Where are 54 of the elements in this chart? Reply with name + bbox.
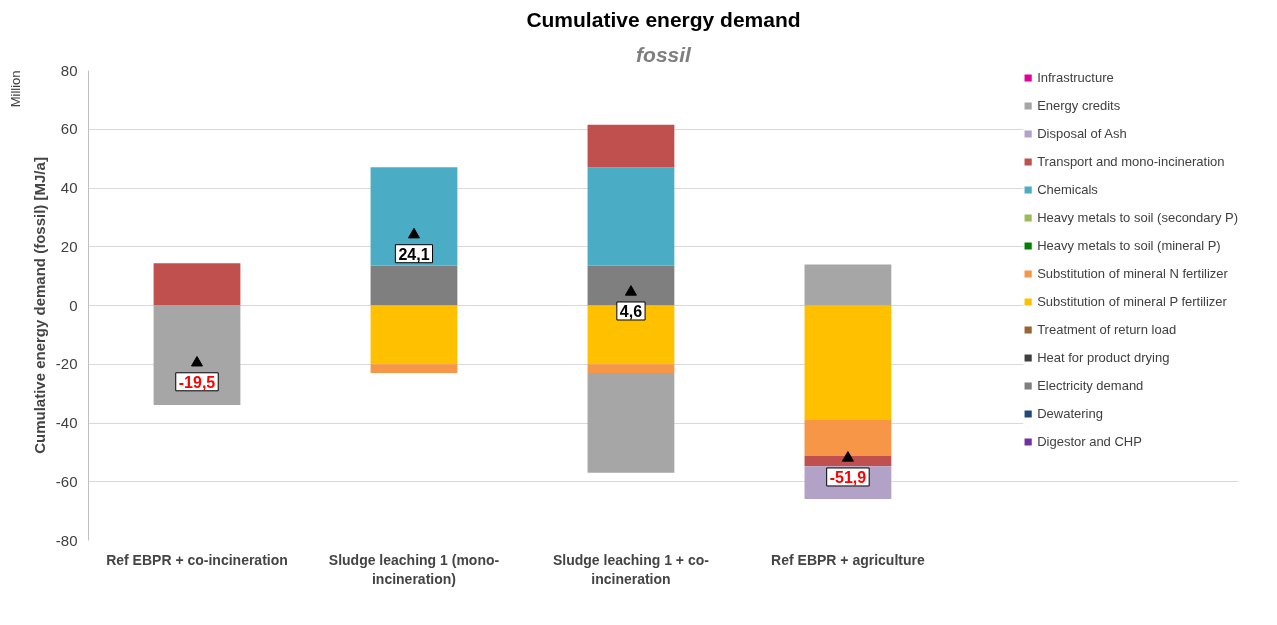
legend-label: Treatment of return load <box>1037 322 1177 337</box>
y-tick-label: -80 <box>55 531 78 549</box>
legend-label: Digestor and CHP <box>1037 434 1142 449</box>
bar <box>370 265 458 306</box>
y-axis-title: Cumulative energy demand (fossil) [MJ/a] <box>30 157 48 454</box>
legend-label: Disposal of Ash <box>1037 126 1127 141</box>
legend-label: Heavy metals to soil (secondary P) <box>1037 210 1238 225</box>
chart-subtitle: fossil <box>636 42 693 66</box>
bar <box>587 364 675 374</box>
bar <box>587 265 675 306</box>
bar <box>370 305 458 365</box>
bar <box>804 420 892 456</box>
legend-label: Electricity demand <box>1037 378 1144 393</box>
bar <box>153 263 241 306</box>
bar <box>587 124 675 168</box>
bar <box>370 167 458 266</box>
x-tick-label: Ref EBPR + agriculture <box>771 551 925 568</box>
data-label: 4,6 <box>619 302 643 320</box>
chart-title: Cumulative energy demand <box>526 7 801 31</box>
bar <box>153 305 241 406</box>
legend-label: Transport and mono-incineration <box>1037 154 1225 169</box>
text: Million <box>7 70 23 108</box>
bar <box>370 364 458 374</box>
legend-label: Substitution of mineral P fertilizer <box>1037 294 1227 309</box>
y-tick-label: -40 <box>55 414 78 431</box>
y-tick-label: 60 <box>60 120 78 138</box>
x-tick-label: Sludge leaching 1 (mono-incineration) <box>328 551 500 587</box>
bar <box>804 305 892 421</box>
data-label: -51,9 <box>829 468 867 486</box>
legend-label: Dewatering <box>1037 406 1103 421</box>
legend-label: Substitution of mineral N fertilizer <box>1037 266 1228 281</box>
x-tick-label: Sludge leaching 1 + co-incineration <box>552 551 710 587</box>
data-label: -19,5 <box>178 373 216 391</box>
point <box>841 451 854 462</box>
bar <box>587 373 675 473</box>
y-tick-label: 40 <box>60 179 78 196</box>
bar <box>804 264 892 306</box>
legend-label: Chemicals <box>1037 182 1098 197</box>
data-label: 24,1 <box>398 245 430 263</box>
point <box>190 355 203 367</box>
legend-label: Heavy metals to soil (mineral P) <box>1037 238 1221 253</box>
legend-label: Infrastructure <box>1037 70 1114 85</box>
y-tick-label: -60 <box>55 472 78 490</box>
y-tick-label: -20 <box>55 355 78 373</box>
legend-label: Heat for product drying <box>1037 350 1170 365</box>
bar <box>587 167 675 266</box>
y-tick-label: 0 <box>69 296 78 314</box>
x-tick-label: Ref EBPR + co-incineration <box>106 551 288 568</box>
point <box>407 227 420 239</box>
y-tick-label: 80 <box>60 61 78 79</box>
legend-label: Energy credits <box>1037 98 1121 113</box>
y-tick-label: 20 <box>60 237 78 255</box>
point <box>624 285 637 296</box>
bar <box>804 455 892 467</box>
